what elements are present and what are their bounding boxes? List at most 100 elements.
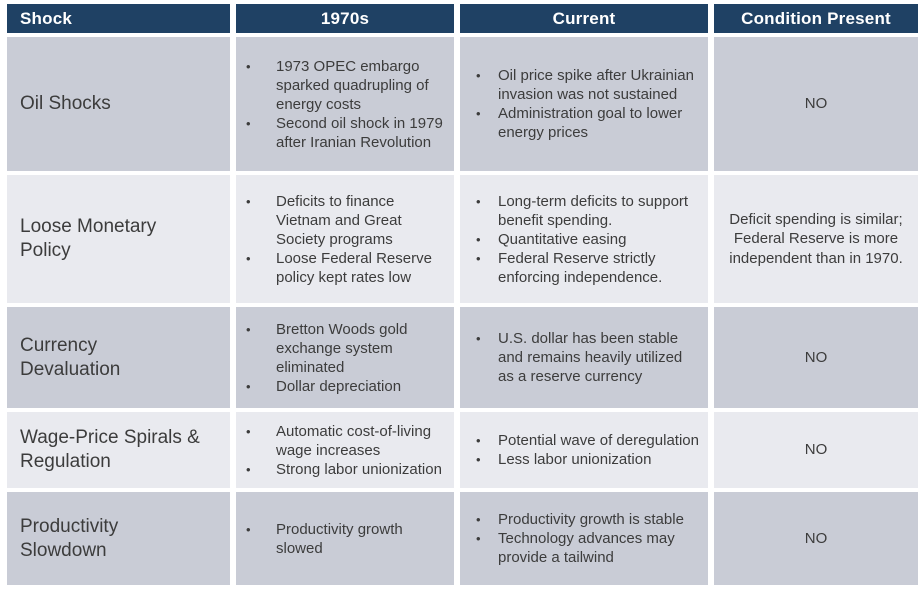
bullet-icon: •	[476, 231, 481, 247]
bullet-text: U.S. dollar has been stable and remains …	[498, 330, 683, 385]
cell-1970s: • Deficits to finance Vietnam and Great S…	[236, 175, 454, 303]
shock-cell: Wage-Price Spirals & Regulation	[7, 412, 230, 488]
condition-cell: NO	[714, 412, 918, 488]
bullet-text: Federal Reserve strictly enforcing indep…	[498, 249, 663, 286]
list-item: • Dollar depreciation	[236, 377, 454, 396]
list-item: • Bretton Woods gold exchange system elim…	[236, 320, 454, 377]
bullet-icon: •	[246, 423, 251, 439]
bullet-icon: •	[476, 106, 481, 121]
shock-label: Loose Monetary Policy	[20, 216, 157, 261]
bullet-icon: •	[476, 531, 481, 546]
list-item: • Technology advances may provide a tailw…	[460, 529, 708, 567]
shock-cell: Oil Shocks	[7, 37, 230, 171]
bullet-text: Less labor unionization	[498, 451, 652, 468]
bullet-icon: •	[246, 193, 251, 209]
bullet-icon: •	[246, 250, 251, 266]
bullet-icon: •	[476, 512, 481, 527]
cell-1970s: • Automatic cost-of-living wage increases…	[236, 412, 454, 488]
condition-cell: Deficit spending is similar; Federal Res…	[714, 175, 918, 303]
shock-comparison-table: Shock 1970s Current Condition Present Oi…	[7, 4, 918, 585]
condition-cell: NO	[714, 37, 918, 171]
bullet-text: Quantitative easing	[498, 230, 627, 248]
header-label: Condition Present	[741, 8, 891, 28]
bullet-icon: •	[476, 193, 481, 209]
bullet-icon: •	[246, 521, 251, 537]
header-label: 1970s	[320, 8, 370, 28]
header-cell-1970s: 1970s	[236, 4, 454, 33]
list-item: • Administration goal to lower energy pri…	[460, 104, 708, 142]
list-item: • Long-term deficits to support benefit s…	[460, 192, 708, 230]
header-cell-shock: Shock	[7, 4, 230, 33]
bullet-icon: •	[246, 378, 251, 394]
shock-cell: Productivity Slowdown	[7, 492, 230, 585]
bullet-text: Administration goal to lower energy pric…	[498, 105, 683, 141]
bullet-icon: •	[476, 250, 481, 266]
bullet-icon: •	[476, 331, 481, 346]
bullet-list: • Oil price spike after Ukrainian invasio…	[460, 66, 708, 142]
shock-label: Currency Devaluation	[20, 334, 121, 380]
bullet-text: Productivity growth is stable	[498, 511, 684, 528]
bullet-list: • Deficits to finance Vietnam and Great S…	[236, 192, 454, 287]
header-cell-condition-present: Condition Present	[714, 4, 918, 33]
bullet-icon: •	[246, 321, 251, 337]
list-item: • Potential wave of deregulation	[460, 431, 708, 450]
bullet-list: • Long-term deficits to support benefit s…	[460, 192, 708, 287]
bullet-text: Loose Federal Reserve policy kept rates …	[276, 249, 432, 286]
condition-value: NO	[804, 441, 828, 459]
list-item: • Deficits to finance Vietnam and Great S…	[236, 192, 454, 249]
bullet-icon: •	[476, 433, 481, 448]
list-item: • 1973 OPEC embargo sparked quadrupling o…	[236, 57, 454, 114]
list-item: • Oil price spike after Ukrainian invasio…	[460, 66, 708, 104]
list-item: • U.S. dollar has been stable and remains…	[460, 329, 708, 386]
shock-label: Wage-Price Spirals & Regulation	[20, 427, 200, 472]
condition-value: NO	[804, 529, 828, 547]
list-item: • Automatic cost-of-living wage increases	[236, 422, 454, 460]
bullet-icon: •	[246, 115, 251, 131]
bullet-text: Deficits to finance Vietnam and Great So…	[276, 192, 402, 248]
list-item: • Federal Reserve strictly enforcing inde…	[460, 249, 708, 287]
bullet-text: Dollar depreciation	[276, 377, 402, 395]
cell-current: • Potential wave of deregulation • Less la…	[460, 412, 708, 488]
bullet-text: Strong labor unionization	[276, 460, 442, 478]
bullet-list: • Potential wave of deregulation • Less la…	[460, 431, 708, 469]
header-label: Current	[552, 8, 616, 28]
bullet-icon: •	[246, 461, 251, 477]
list-item: • Quantitative easing	[460, 230, 708, 249]
bullet-text: Oil price spike after Ukrainian invasion…	[498, 67, 694, 103]
bullet-text: Bretton Woods gold exchange system elimi…	[276, 320, 408, 376]
list-item: • Productivity growth is stable	[460, 510, 708, 529]
condition-value: Deficit spending is similar; Federal Res…	[729, 210, 903, 267]
bullet-list: • Bretton Woods gold exchange system elim…	[236, 320, 454, 396]
list-item: • Less labor unionization	[460, 450, 708, 469]
cell-1970s: • 1973 OPEC embargo sparked quadrupling o…	[236, 37, 454, 171]
shock-label: Productivity Slowdown	[20, 515, 119, 561]
cell-current: • U.S. dollar has been stable and remains…	[460, 307, 708, 408]
shock-cell: Loose Monetary Policy	[7, 175, 230, 303]
list-item: • Strong labor unionization	[236, 460, 454, 479]
bullet-text: Second oil shock in 1979 after Iranian R…	[276, 114, 443, 151]
bullet-list: • Automatic cost-of-living wage increases…	[236, 422, 454, 479]
bullet-icon: •	[476, 68, 481, 83]
bullet-text: 1973 OPEC embargo sparked quadrupling of…	[276, 57, 429, 113]
list-item: • Loose Federal Reserve policy kept rates…	[236, 249, 454, 287]
shock-cell: Currency Devaluation	[7, 307, 230, 408]
bullet-list: • 1973 OPEC embargo sparked quadrupling o…	[236, 57, 454, 152]
bullet-text: Long-term deficits to support benefit sp…	[498, 192, 689, 229]
header-label: Shock	[20, 8, 73, 28]
header-cell-current: Current	[460, 4, 708, 33]
list-item: • Productivity growth slowed	[236, 520, 454, 558]
cell-1970s: • Bretton Woods gold exchange system elim…	[236, 307, 454, 408]
bullet-text: Productivity growth slowed	[276, 520, 403, 557]
shock-label: Oil Shocks	[20, 93, 111, 115]
cell-current: • Long-term deficits to support benefit s…	[460, 175, 708, 303]
condition-value: NO	[804, 348, 828, 366]
bullet-icon: •	[476, 452, 481, 467]
condition-value: NO	[804, 95, 828, 113]
list-item: • Second oil shock in 1979 after Iranian …	[236, 114, 454, 152]
bullet-text: Automatic cost-of-living wage increases	[276, 422, 432, 459]
bullet-list: • Productivity growth slowed	[236, 520, 454, 558]
bullet-text: Potential wave of deregulation	[498, 432, 699, 449]
cell-current: • Productivity growth is stable • Technolo…	[460, 492, 708, 585]
bullet-list: • Productivity growth is stable • Technolo…	[460, 510, 708, 567]
cell-current: • Oil price spike after Ukrainian invasio…	[460, 37, 708, 171]
